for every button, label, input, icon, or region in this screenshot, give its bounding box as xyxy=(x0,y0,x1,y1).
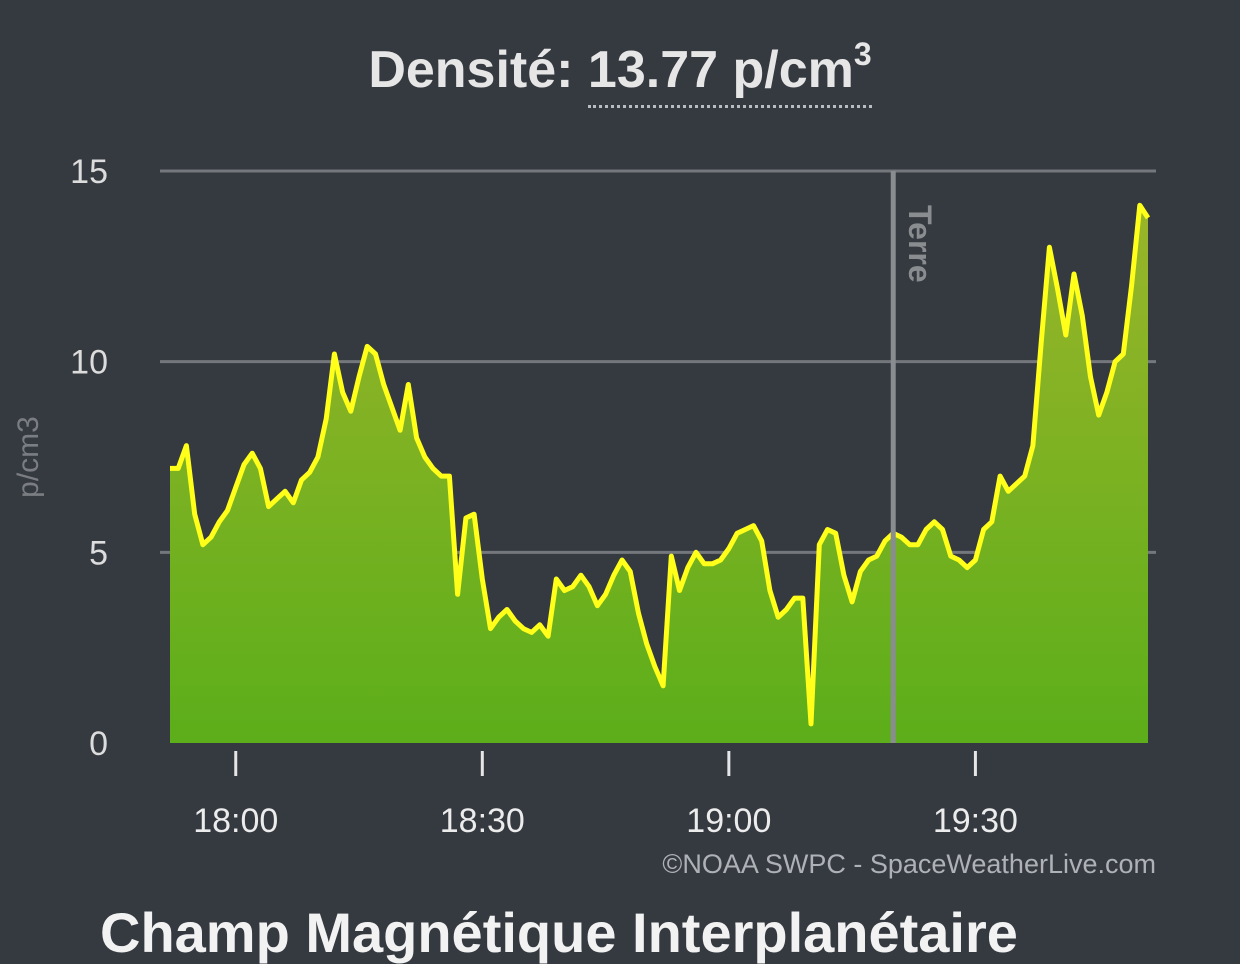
y-tick-label-15: 15 xyxy=(70,153,108,191)
credit-text[interactable]: ©NOAA SWPC - SpaceWeatherLive.com xyxy=(662,849,1156,879)
next-section-title: Champ Magnétique Interplanétaire xyxy=(100,901,1018,964)
density-value[interactable]: 13.77 p/cm3 xyxy=(587,38,872,108)
earth-marker: Terre xyxy=(890,171,938,743)
y-tick-label-0: 0 xyxy=(89,725,108,763)
y-tick-label-5: 5 xyxy=(89,534,108,572)
y-axis-ticks: 0 5 10 15 xyxy=(70,153,108,763)
x-tick-label-19:30: 19:30 xyxy=(933,802,1018,840)
x-tick-label-19:00: 19:00 xyxy=(686,802,771,840)
x-axis-ticks: 18:00 18:30 19:00 19:30 xyxy=(193,751,1018,840)
x-tick-label-18:30: 18:30 xyxy=(440,802,525,840)
x-tick-label-18:00: 18:00 xyxy=(193,802,278,840)
earth-marker-label: Terre xyxy=(902,205,938,283)
density-readout: Densité: 13.77 p/cm3 xyxy=(0,38,1240,108)
y-axis-label: p/cm3 xyxy=(12,416,45,498)
density-line xyxy=(170,202,1151,727)
density-area xyxy=(170,205,1148,744)
y-tick-label-10: 10 xyxy=(70,344,108,382)
density-label: Densité: xyxy=(368,41,574,99)
